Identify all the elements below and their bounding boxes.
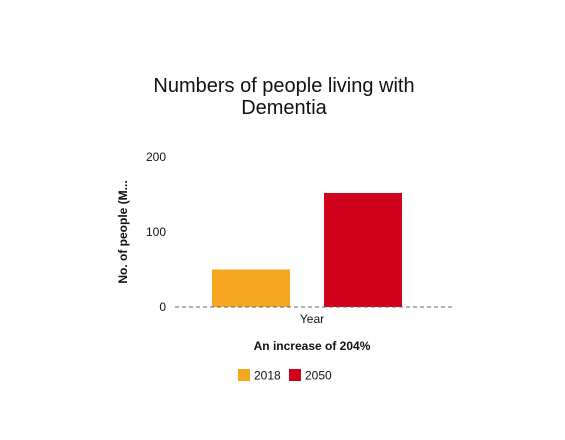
legend-swatch-2018	[238, 369, 250, 381]
x-axis-label: An increase of 204%	[254, 339, 371, 353]
bar-2018	[212, 269, 290, 307]
bars-group	[212, 193, 402, 307]
bar-2050	[324, 193, 402, 307]
y-axis-ticks: 0 100 200	[146, 150, 166, 314]
chart-title-line-1: Numbers of people living with	[153, 75, 414, 97]
y-axis-label: No. of people (M...	[116, 180, 130, 283]
legend-label-2050: 2050	[305, 369, 332, 383]
legend-label-2018: 2018	[254, 369, 281, 383]
legend: 2018 2050	[238, 369, 332, 383]
chart-title-line-2: Dementia	[241, 97, 327, 119]
legend-swatch-2050	[289, 369, 301, 381]
y-tick-label: 0	[159, 300, 166, 314]
x-category-label: Year	[300, 312, 324, 326]
y-tick-label: 100	[146, 225, 166, 239]
y-tick-label: 200	[146, 150, 166, 164]
